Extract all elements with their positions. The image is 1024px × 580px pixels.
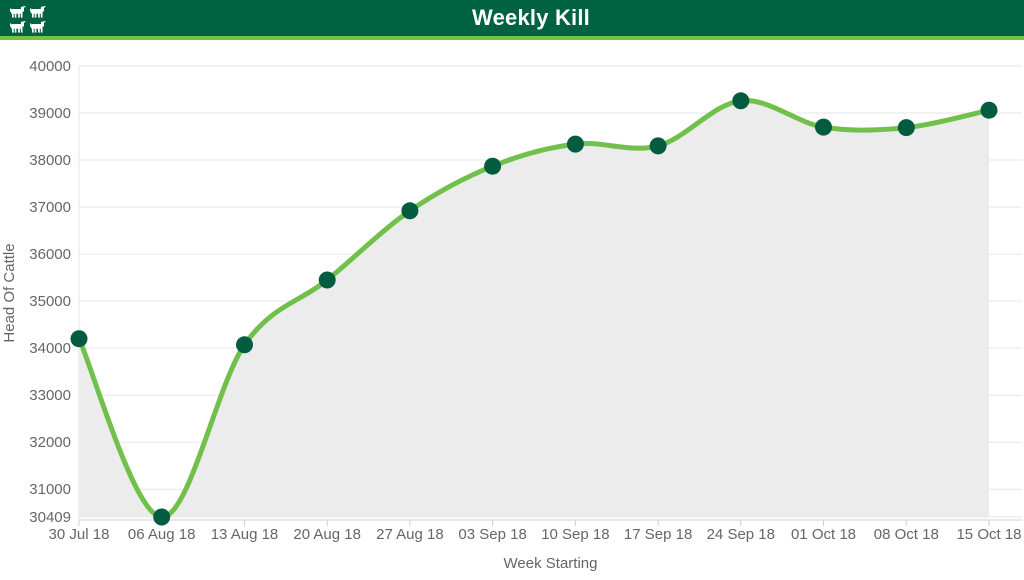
x-axis-title: Week Starting: [504, 555, 598, 572]
x-axis-tick-label: 01 Oct 18: [791, 526, 856, 543]
x-axis-tick-label: 27 Aug 18: [376, 526, 444, 543]
x-axis-tick-label: 10 Sep 18: [541, 526, 609, 543]
x-axis-tick-label: 06 Aug 18: [128, 526, 196, 543]
data-point[interactable]: 30 Jul 18: 34200: [70, 330, 88, 348]
data-point[interactable]: 15 Oct 18: 39060: [980, 101, 998, 119]
data-point[interactable]: 03 Sep 18: 37870: [484, 157, 502, 175]
x-axis-tick-label: 20 Aug 18: [293, 526, 361, 543]
x-axis-tick-label: 15 Oct 18: [956, 526, 1021, 543]
y-axis-tick-label: 40000: [29, 58, 71, 75]
x-axis-tick-label: 13 Aug 18: [211, 526, 279, 543]
x-axis-tick-label: 17 Sep 18: [624, 526, 692, 543]
data-point[interactable]: 20 Aug 18: 35450: [318, 271, 336, 289]
data-point[interactable]: 24 Sep 18: 39260: [732, 92, 750, 110]
area-fill: [79, 100, 989, 518]
app-header: Weekly Kill: [0, 0, 1024, 40]
y-axis-tick-label: 39000: [29, 105, 71, 122]
y-axis-title: Head Of Cattle: [1, 243, 18, 342]
y-axis-tick-label: 38000: [29, 152, 71, 169]
data-point[interactable]: 10 Sep 18: 38340: [566, 135, 584, 153]
data-point[interactable]: 27 Aug 18: 36920: [401, 202, 419, 220]
data-point[interactable]: 01 Oct 18: 38700: [815, 118, 832, 136]
x-axis-tick-label: 30 Jul 18: [49, 526, 110, 543]
data-point[interactable]: 06 Aug 18: 30409: [153, 508, 171, 526]
data-point[interactable]: 17 Sep 18: 38300: [649, 137, 667, 155]
x-axis-tick-label: 24 Sep 18: [707, 526, 775, 543]
y-axis-tick-label: 33000: [29, 387, 71, 404]
x-axis-tick-label: 03 Sep 18: [458, 526, 526, 543]
data-point[interactable]: 13 Aug 18: 34070: [236, 336, 253, 354]
cattle-icon: [10, 6, 48, 35]
x-axis-tick-label: 08 Oct 18: [874, 526, 939, 543]
page-title: Weekly Kill: [472, 5, 590, 30]
y-axis-tick-label: 34000: [29, 340, 71, 357]
y-axis-tick-label: 31000: [29, 481, 71, 498]
weekly-kill-chart: 40000 39000 38000 37000 36000 35000 34000 33000…: [0, 40, 1024, 576]
y-axis-tick-label: 36000: [29, 246, 71, 263]
y-axis-tick-label: 37000: [29, 199, 71, 216]
data-point[interactable]: 08 Oct 18: 38690: [897, 119, 915, 137]
y-axis-tick-label: 30409: [29, 509, 71, 526]
y-axis-tick-label: 32000: [29, 434, 71, 451]
y-axis-tick-label: 35000: [29, 293, 71, 310]
